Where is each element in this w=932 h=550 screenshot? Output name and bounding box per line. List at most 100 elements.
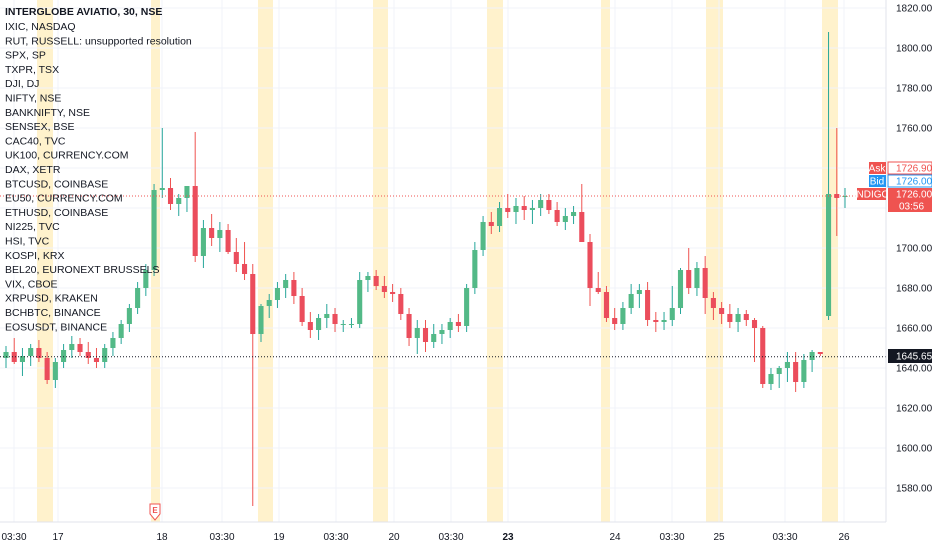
x-tick-label: 17 [52, 532, 64, 543]
candle [825, 32, 832, 320]
candle [768, 368, 774, 390]
legend-item: DJI, DJ [5, 78, 39, 90]
candle [332, 308, 338, 332]
legend-item: BEL20, EURONEXT BRUSSELS [5, 264, 159, 276]
candle [480, 216, 486, 256]
candle [546, 194, 552, 214]
candle [299, 288, 305, 326]
legend-item: HSI, TVC [5, 236, 50, 248]
x-tick-label: 03:30 [659, 532, 684, 543]
candle-body [579, 212, 585, 242]
candle [414, 320, 420, 354]
ask-label: Ask [869, 164, 887, 175]
candle [628, 284, 634, 314]
candle-body [307, 322, 313, 330]
candle-body [110, 338, 116, 348]
candle [52, 358, 58, 388]
legend-item: EU50, CURRENCY.COM [5, 193, 123, 205]
candle [801, 354, 807, 388]
candle-body [233, 252, 239, 264]
candle [686, 248, 692, 294]
legend-item: SPX, SP [5, 50, 46, 62]
candle [702, 256, 708, 314]
candle [28, 344, 34, 366]
candle [579, 184, 585, 242]
earnings-marker[interactable]: E [149, 503, 161, 521]
candle [735, 308, 741, 332]
candle [472, 242, 478, 294]
candle-body [77, 344, 83, 352]
legend-item: XRPUSD, KRAKEN [5, 293, 98, 305]
candle-body [587, 242, 593, 288]
candle [505, 194, 511, 218]
candle [636, 284, 642, 308]
candle [620, 302, 626, 330]
candle [19, 348, 26, 376]
candle-body [801, 360, 807, 382]
symbol-tag: INDIGO 1726.00 03:56 [854, 188, 932, 213]
candle-body [283, 280, 289, 288]
y-tick-label: 1600.00 [896, 444, 932, 455]
time-axis[interactable]: 03:30 17 18 03:30 19 03:30 20 03:30 23 24 03:30 25 0… [0, 521, 886, 543]
y-tick-label: 1800.00 [896, 44, 932, 55]
candle-body [488, 222, 494, 226]
candle-body [3, 352, 9, 358]
candle-body [546, 200, 552, 210]
candle-body [44, 358, 50, 380]
candle-body [167, 188, 174, 204]
candle-body [61, 350, 67, 362]
legend-item: VIX, CBOE [5, 278, 58, 290]
candle [554, 202, 560, 226]
candle-body [159, 188, 165, 190]
candle-body [192, 186, 198, 256]
bid-tag: Bid 1726.00 [869, 174, 932, 188]
x-tick-label: 03:30 [1, 532, 26, 543]
y-tick-label: 1660.00 [896, 324, 932, 335]
candle-body [538, 200, 544, 208]
candle [44, 352, 50, 384]
candle [126, 304, 132, 332]
candle [283, 274, 289, 298]
candle [431, 324, 437, 348]
candle [151, 184, 157, 276]
legend-item: SENSEX, BSE [5, 121, 74, 133]
legend-item: IXIC, NASDAQ [5, 21, 76, 33]
candle [842, 188, 848, 208]
candle-body [209, 228, 215, 238]
candle-body [414, 328, 420, 338]
candle [727, 304, 733, 328]
candle [381, 276, 387, 298]
candle-body [422, 328, 429, 342]
candle-body [348, 324, 355, 325]
candle [11, 338, 17, 364]
candle [496, 202, 503, 232]
price-axis[interactable]: 1820.001800.001780.001760.001740.001720.… [885, 0, 932, 522]
earnings-label: E [152, 506, 158, 515]
candle [110, 332, 116, 356]
candle [233, 238, 239, 272]
candle-body [529, 208, 535, 210]
candle-body [398, 294, 404, 314]
candle [200, 220, 206, 268]
candle [225, 224, 231, 254]
chart-grid [0, 0, 886, 522]
session-highlight-bands [37, 0, 838, 522]
chart-title: INTERGLOBE AVIATIO, 30, NSE [5, 6, 162, 18]
candle [398, 288, 404, 320]
candle-body [176, 198, 182, 204]
x-tick-label: 03:30 [209, 532, 234, 543]
candle-body [702, 268, 708, 298]
candle [390, 284, 396, 302]
candle-body [628, 294, 634, 308]
candle-body [842, 196, 848, 197]
x-tick-label: 25 [713, 532, 725, 543]
candle [571, 206, 577, 224]
legend: INTERGLOBE AVIATIO, 30, NSE IXIC, NASDAQ… [5, 6, 192, 333]
candle-body [266, 300, 272, 306]
candle [694, 262, 700, 296]
candlestick-series [3, 32, 848, 506]
candle [365, 272, 371, 292]
y-tick-label: 1820.00 [896, 4, 932, 15]
candle-body [760, 328, 766, 384]
